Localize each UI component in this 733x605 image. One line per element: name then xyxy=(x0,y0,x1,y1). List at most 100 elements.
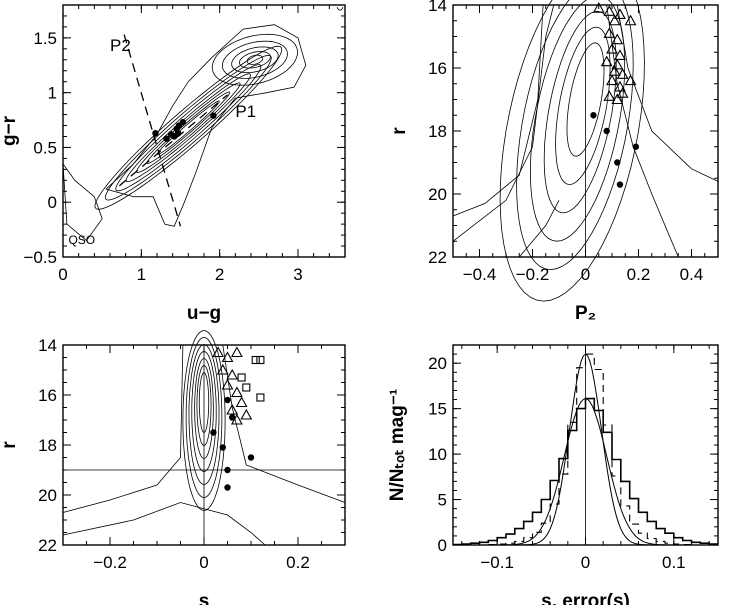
data-point-circle xyxy=(210,112,217,119)
data-point-triangle xyxy=(611,58,624,70)
data-point-circle xyxy=(616,181,624,188)
data-point-circle xyxy=(219,444,226,451)
y-tick-label: 16 xyxy=(428,59,447,78)
data-point-square xyxy=(256,355,265,365)
x-axis-label: P₂ xyxy=(575,303,596,324)
data-point-circle xyxy=(224,484,231,491)
panel-r-vs-s: −0.2 0 0.2 14 16 18 20 22 s r xyxy=(0,330,346,605)
data-point-circle xyxy=(163,135,170,142)
y-tick-label: 0.5 xyxy=(33,138,57,157)
data-point-triangle xyxy=(616,68,629,79)
density-contour xyxy=(518,200,560,258)
data-point-triangle xyxy=(624,14,637,26)
density-contour xyxy=(516,0,634,271)
y-axis-label: r xyxy=(389,127,410,135)
data-point-triangle xyxy=(624,74,637,86)
x-tick-label: 1 xyxy=(137,265,146,284)
density-contour xyxy=(222,40,288,79)
panel-histogram: −0.1 0 0.1 0 5 10 15 20 s, error(s) N/Nₜₒₜ mag⁻¹ xyxy=(387,344,719,605)
y-tick-label: 14 xyxy=(38,336,57,355)
data-point-triangle xyxy=(230,346,243,358)
data-point-triangle xyxy=(226,403,239,415)
data-point-triangle xyxy=(230,413,243,425)
y-axis-label: g−r xyxy=(0,115,20,146)
density-contour xyxy=(499,0,645,302)
x-axis-label: s xyxy=(199,591,210,605)
data-point-triangle xyxy=(226,368,239,380)
y-tick-label: 16 xyxy=(38,386,57,405)
data-point-circle xyxy=(224,396,231,404)
x-tick-label: −0.2 xyxy=(93,553,127,572)
data-point-circle xyxy=(174,129,182,137)
density-contour xyxy=(105,24,307,227)
data-point-triangle xyxy=(240,408,253,420)
data-point-triangle xyxy=(221,351,234,363)
data-point-triangle xyxy=(600,55,613,67)
x-tick-label: 0.4 xyxy=(680,265,704,284)
data-point-triangle xyxy=(230,386,243,398)
y-tick-label: 22 xyxy=(428,248,447,267)
density-contour xyxy=(196,365,212,446)
data-point-triangle xyxy=(606,74,618,86)
x-tick-label: 0.2 xyxy=(627,265,651,284)
data-point-circle xyxy=(210,429,217,436)
data-point-square xyxy=(242,383,251,392)
density-contour xyxy=(182,330,226,511)
data-point-circle xyxy=(590,112,597,119)
x-tick-label: 0 xyxy=(199,553,208,572)
y-tick-label: 20 xyxy=(428,185,447,204)
density-contour xyxy=(185,337,223,498)
y-tick-label: 5 xyxy=(438,491,447,510)
principal-axis-line xyxy=(118,94,228,187)
principal-axis-line xyxy=(123,34,182,227)
x-tick-label: 2 xyxy=(215,265,224,284)
density-contour xyxy=(194,358,214,459)
data-point-circle xyxy=(603,127,610,135)
plot-frame xyxy=(62,4,346,258)
data-point-square xyxy=(237,373,246,382)
x-tick-label: 0 xyxy=(58,265,67,284)
annotation-p1: P1 xyxy=(235,102,256,121)
data-point-circle xyxy=(247,454,255,461)
data-point-triangle xyxy=(608,14,621,26)
data-point-circle xyxy=(224,466,231,474)
data-point-square xyxy=(256,393,265,402)
density-contour xyxy=(62,344,184,513)
data-point-triangle xyxy=(592,2,605,13)
annotation-p2: P2 xyxy=(110,36,131,55)
corner-contour xyxy=(336,7,344,11)
density-contour xyxy=(529,0,626,242)
data-point-triangle xyxy=(603,5,616,16)
annotation-qso: QSO xyxy=(68,233,95,247)
x-tick-label: 0 xyxy=(581,265,590,284)
model-curve xyxy=(453,353,718,546)
density-contour xyxy=(211,33,298,86)
density-contour xyxy=(606,4,679,258)
data-point-circle xyxy=(229,414,236,421)
data-point-circle xyxy=(632,143,640,150)
x-tick-label: −0.1 xyxy=(480,553,514,572)
x-axis-label: s, error(s) xyxy=(541,591,630,605)
data-point-circle xyxy=(152,129,159,137)
density-contour xyxy=(188,344,220,485)
y-tick-label: 20 xyxy=(428,354,447,373)
data-point-triangle xyxy=(603,90,616,101)
data-point-triangle xyxy=(614,49,626,60)
density-contour xyxy=(125,73,251,182)
y-axis-label: r xyxy=(0,441,20,449)
x-tick-label: −0.4 xyxy=(463,265,497,284)
y-tick-label: 10 xyxy=(428,445,447,464)
x-tick-label: 0.2 xyxy=(286,553,310,572)
y-tick-label: 14 xyxy=(428,0,447,15)
x-axis-label: u−g xyxy=(187,303,221,324)
density-contour xyxy=(198,372,210,433)
data-point-triangle xyxy=(616,87,629,98)
density-contour xyxy=(62,502,266,546)
data-point-square xyxy=(251,355,260,365)
y-tick-label: 0 xyxy=(438,536,447,555)
density-contour xyxy=(94,45,283,210)
histogram-error xyxy=(453,353,718,546)
data-point-triangle xyxy=(606,42,618,54)
